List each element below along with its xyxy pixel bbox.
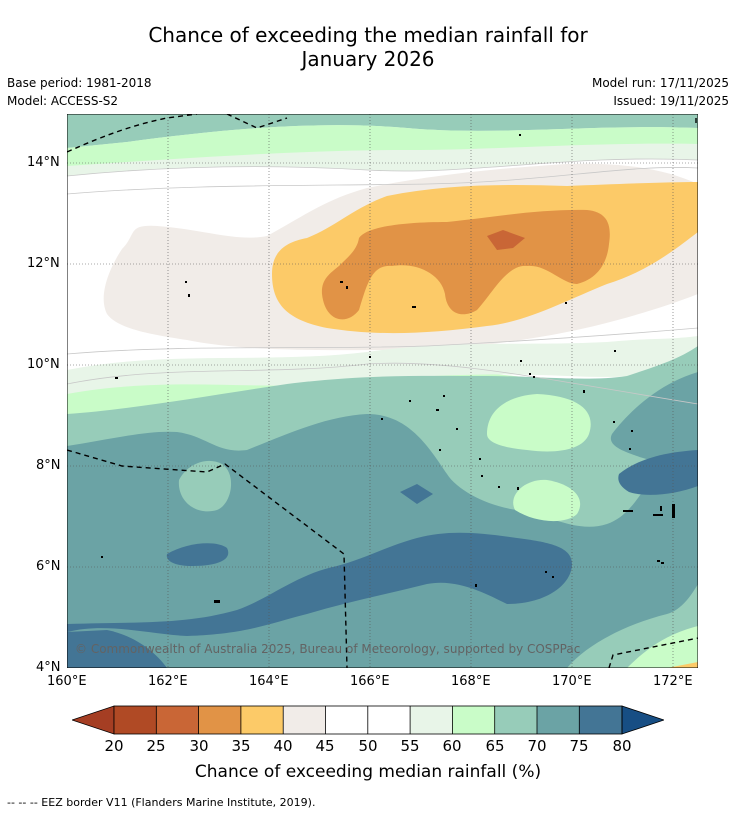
lon-label-172e: 172°E <box>653 674 693 689</box>
lon-label-164e: 164°E <box>249 674 289 689</box>
lat-label-12n: 12°N <box>27 256 60 271</box>
colorbar-label-80: 80 <box>612 737 632 755</box>
colorbar-swatch-75-80 <box>579 706 622 734</box>
lon-label-160e: 160°E <box>47 674 87 689</box>
colorbar-swatch-20-25 <box>114 706 157 734</box>
eez-border <box>67 114 698 668</box>
band-80-blob-west <box>166 543 229 566</box>
lat-label-10n: 10°N <box>27 357 60 372</box>
model-run-date: Model run: 17/11/2025 <box>591 76 729 90</box>
lon-label-162e: 162°E <box>148 674 188 689</box>
lat-label-4n: 4°N <box>36 660 61 675</box>
islands <box>101 134 675 603</box>
eez-legend-note: -- -- -- EEZ border V11 (Flanders Marine… <box>7 796 316 809</box>
colorbar-label-20: 20 <box>104 737 124 755</box>
map-title-line2: January 2026 <box>301 47 435 71</box>
contour-lines <box>67 158 698 405</box>
band-80-blob-center <box>400 484 433 504</box>
band-65-blob <box>513 479 581 522</box>
band-70-north <box>67 114 698 148</box>
band-40-southeast <box>667 662 698 668</box>
band-70-blob <box>178 460 232 512</box>
colorbar-low-arrow <box>72 705 115 735</box>
rainfall-probability-map: © Commonwealth of Australia 2025, Bureau… <box>67 114 698 668</box>
colorbar-swatch-65-70 <box>494 706 537 734</box>
colorbar-swatch-25-30 <box>156 706 199 734</box>
lat-label-8n: 8°N <box>36 458 61 473</box>
colorbar-swatch-45-50 <box>325 706 368 734</box>
band-65-north <box>67 125 698 166</box>
colorbar-swatch-60-65 <box>452 706 495 734</box>
lat-label-14n: 14°N <box>27 155 60 170</box>
band-80-south <box>67 532 572 636</box>
lat-label-6n: 6°N <box>36 559 61 574</box>
band-80-southwest <box>67 630 167 668</box>
base-period: Base period: 1981-2018 <box>7 76 152 90</box>
band-35 <box>321 209 610 320</box>
colorbar-label-25: 25 <box>146 737 166 755</box>
colorbar-title: Chance of exceeding median rainfall (%) <box>194 762 542 782</box>
band-75-east <box>610 372 698 461</box>
colorbar <box>72 705 664 735</box>
band-65-southeast <box>627 626 698 668</box>
colorbar-swatch-40-45 <box>283 706 326 734</box>
colorbar-label-70: 70 <box>527 737 547 755</box>
colorbar-swatch-30-35 <box>198 706 241 734</box>
colorbar-swatch-35-40 <box>240 706 284 734</box>
colorbar-dividers <box>113 705 623 735</box>
issued-date: Issued: 19/11/2025 <box>613 94 729 108</box>
colorbar-label-40: 40 <box>273 737 293 755</box>
colorbar-label-35: 35 <box>231 737 251 755</box>
colorbar-label-65: 65 <box>485 737 505 755</box>
band-65-bulge <box>487 394 591 452</box>
colorbar-high-arrow <box>621 705 664 735</box>
lon-label-166e: 166°E <box>350 674 390 689</box>
colorbar-swatch-50-55 <box>367 706 411 734</box>
model-name: Model: ACCESS-S2 <box>7 94 119 108</box>
colorbar-label-55: 55 <box>400 737 420 755</box>
colorbar-swatch-55-60 <box>410 706 453 734</box>
colorbar-label-45: 45 <box>315 737 335 755</box>
graticule <box>67 114 698 668</box>
copyright-notice: © Commonwealth of Australia 2025, Bureau… <box>75 642 580 656</box>
lon-label-170e: 170°E <box>552 674 592 689</box>
colorbar-swatch-70-75 <box>537 706 580 734</box>
band-30 <box>487 230 525 250</box>
colorbar-label-60: 60 <box>442 737 462 755</box>
colorbar-label-50: 50 <box>358 737 378 755</box>
lon-label-168e: 168°E <box>451 674 491 689</box>
map-title-line1: Chance of exceeding the median rainfall … <box>148 23 588 47</box>
band-80-east <box>618 450 698 495</box>
colorbar-label-75: 75 <box>569 737 589 755</box>
colorbar-label-30: 30 <box>189 737 209 755</box>
